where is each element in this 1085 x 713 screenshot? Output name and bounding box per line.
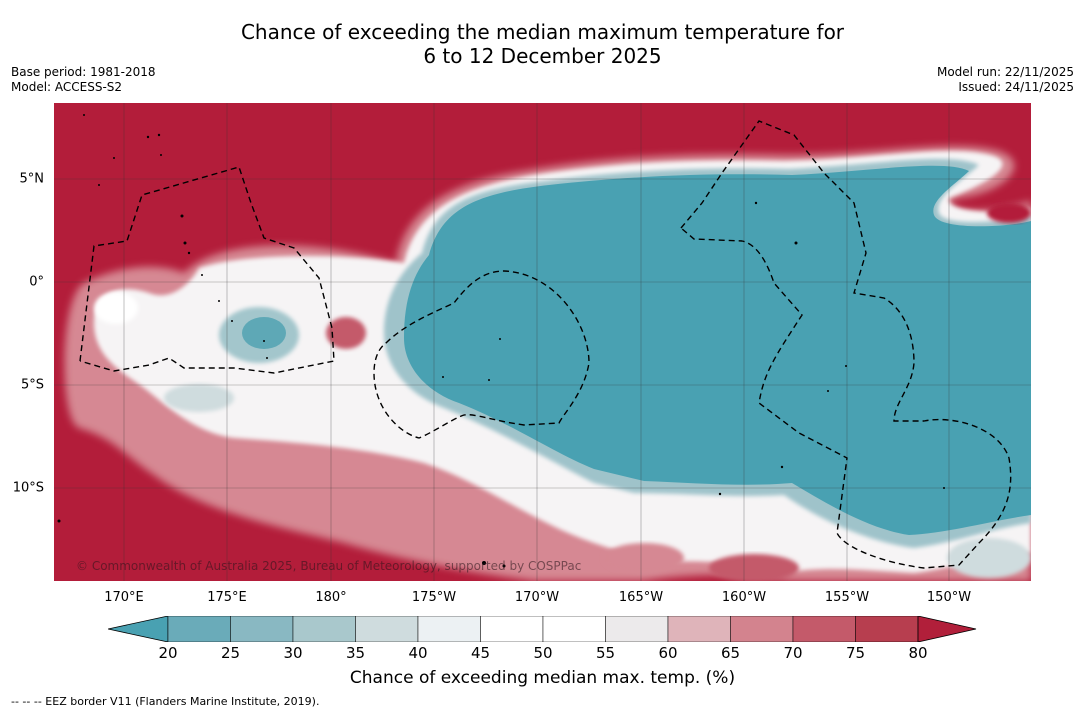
meta-left: Base period: 1981-2018 Model: ACCESS-S2 [11, 65, 156, 95]
lon-tick: 180° [315, 590, 347, 605]
eez-legend-note: -- -- -- EEZ border V11 (Flanders Marine… [11, 695, 320, 708]
lon-tick: 170°E [104, 590, 144, 605]
graticule [54, 103, 1031, 581]
colorbar-tick-label: 55 [595, 644, 616, 662]
lon-tick: 170°W [514, 590, 560, 605]
colorbar-tick-label: 25 [220, 644, 241, 662]
colorbar-cells [108, 616, 977, 642]
colorbar-cell [605, 616, 669, 642]
lat-tick: 0° [29, 274, 44, 290]
cool-patch-south [164, 384, 234, 412]
colorbar-cell [417, 616, 481, 642]
colorbar-cell [855, 616, 919, 642]
lon-tick: 175°W [411, 590, 457, 605]
lon-tick: 175°E [207, 590, 247, 605]
colorbar-cell [667, 616, 731, 642]
issued-date: Issued: 24/11/2025 [958, 80, 1074, 94]
lat-tick: 10°S [12, 480, 44, 496]
model-name: Model: ACCESS-S2 [11, 80, 123, 94]
colorbar-tick-label: 70 [783, 644, 803, 662]
colorbar-tick-label: 80 [908, 644, 928, 662]
model-run: Model run: 22/11/2025 [936, 65, 1074, 79]
colorbar-tick-label: 20 [158, 644, 178, 662]
colorbar-tick-label: 30 [283, 644, 303, 662]
colorbar-extend-low [108, 616, 169, 642]
lon-tick: 160°W [721, 590, 767, 605]
meta-right: Model run: 22/11/2025 Issued: 24/11/2025 [937, 65, 1074, 95]
neutral-patch-west [94, 292, 138, 324]
copyright-notice: © Commonwealth of Australia 2025, Bureau… [76, 559, 582, 573]
colorbar-cell [167, 616, 231, 642]
colorbar [108, 616, 977, 642]
colorbar-cell [355, 616, 419, 642]
colorbar-cell [230, 616, 294, 642]
warm-patch-south [604, 543, 684, 573]
probability-map [54, 103, 1031, 581]
colorbar-tick-label: 60 [658, 644, 678, 662]
warm-patch-center [326, 317, 366, 349]
base-period: Base period: 1981-2018 [11, 65, 156, 79]
colorbar-cell [292, 616, 356, 642]
title-line-2: 6 to 12 December 2025 [423, 44, 662, 68]
colorbar-tick-label: 35 [345, 644, 366, 662]
neutral-patch-southeast [947, 538, 1031, 578]
colorbar-tick-label: 50 [533, 644, 553, 662]
colorbar-cell [542, 616, 606, 642]
colorbar-cell [730, 616, 794, 642]
islands [57, 114, 945, 568]
colorbar-title: Chance of exceeding median max. temp. (%… [349, 668, 736, 688]
title-line-1: Chance of exceeding the median maximum t… [240, 20, 845, 44]
lon-tick: 155°W [824, 590, 870, 605]
lon-tick: 165°W [618, 590, 664, 605]
colorbar-tick-label: 75 [845, 644, 866, 662]
cool-patch-west-core [242, 317, 286, 349]
lon-tick: 150°W [926, 590, 972, 605]
lat-tick: 5°S [20, 377, 44, 393]
colorbar-tick-label: 40 [408, 644, 428, 662]
warm-patch-south-2 [709, 554, 799, 581]
colorbar-cell [792, 616, 856, 642]
eez-borders [79, 120, 1012, 569]
lat-tick: 5°N [19, 171, 45, 187]
map-title: Chance of exceeding the median maximum t… [0, 20, 1085, 68]
colorbar-tick-label: 65 [720, 644, 741, 662]
map-svg [54, 103, 1031, 581]
colorbar-cell [480, 616, 544, 642]
warm-patch-northeast [987, 203, 1031, 223]
cool-region [404, 165, 1031, 536]
colorbar-extend-high [917, 616, 977, 642]
colorbar-tick-label: 45 [470, 644, 491, 662]
